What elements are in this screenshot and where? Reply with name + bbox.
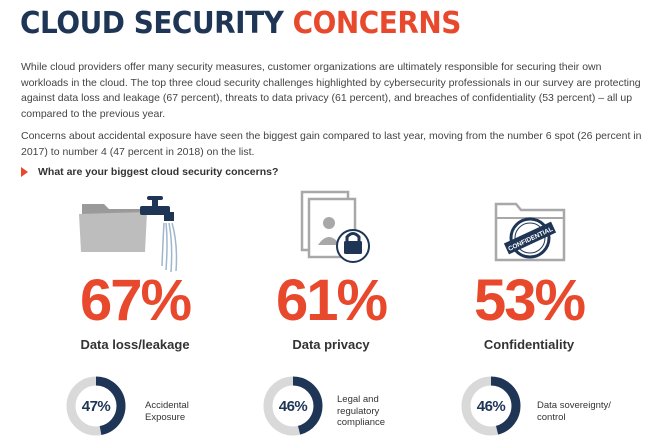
donut-data-sovereignty: 46% (460, 375, 522, 437)
page-title: CLOUD SECURITY CONCERNS (20, 2, 461, 46)
donut-value-accidental-exposure: 47% (81, 397, 111, 415)
document-lock-icon (298, 190, 378, 273)
label-line: compliance (337, 417, 386, 428)
label-line: Legal and (337, 394, 379, 405)
stat-value-data-loss: 67% (79, 268, 192, 333)
donut-arc-legal-compliance (263, 376, 323, 436)
donut-arc-data-sovereignty (461, 376, 521, 436)
donut-legal-compliance: 46% (262, 375, 324, 437)
folder-faucet-icon (78, 192, 193, 279)
stat-value-data-privacy: 61% (275, 268, 388, 333)
donut-value-legal-compliance: 46% (278, 397, 308, 415)
label-line: control (537, 411, 566, 423)
title-part-2: CONCERNS (292, 6, 462, 41)
stat-label-data-privacy: Data privacy (292, 337, 370, 352)
donut-label-legal-compliance: Legal and regulatory compliance (337, 394, 385, 429)
label-line: Exposure (145, 411, 186, 423)
donut-arc-accidental-exposure (66, 376, 126, 436)
label-line: Accidental (145, 400, 189, 411)
stat-value-confidentiality: 53% (473, 268, 586, 333)
donut-accidental-exposure: 47% (65, 375, 127, 437)
label-line: Data sovereignty/ (537, 400, 611, 411)
survey-question: What are your biggest cloud security con… (21, 166, 278, 178)
play-arrow-icon (21, 167, 28, 177)
confidential-folder-icon: CONFIDENTIAL (490, 196, 570, 271)
accidental-exposure-paragraph: Concerns about accidental exposure have … (21, 130, 642, 158)
donut-label-accidental-exposure: Accidental Exposure (145, 400, 189, 423)
survey-question-text: What are your biggest cloud security con… (38, 166, 279, 178)
label-line: regulatory (337, 405, 380, 417)
title-part-1: CLOUD SECURITY (20, 6, 284, 41)
stat-label-data-loss: Data loss/leakage (80, 337, 190, 352)
donut-value-data-sovereignty: 46% (476, 397, 506, 415)
stat-label-confidentiality: Confidentiality (483, 337, 575, 352)
donut-label-data-sovereignty: Data sovereignty/ control (537, 400, 611, 423)
intro-paragraph: While cloud providers offer many securit… (21, 61, 641, 120)
